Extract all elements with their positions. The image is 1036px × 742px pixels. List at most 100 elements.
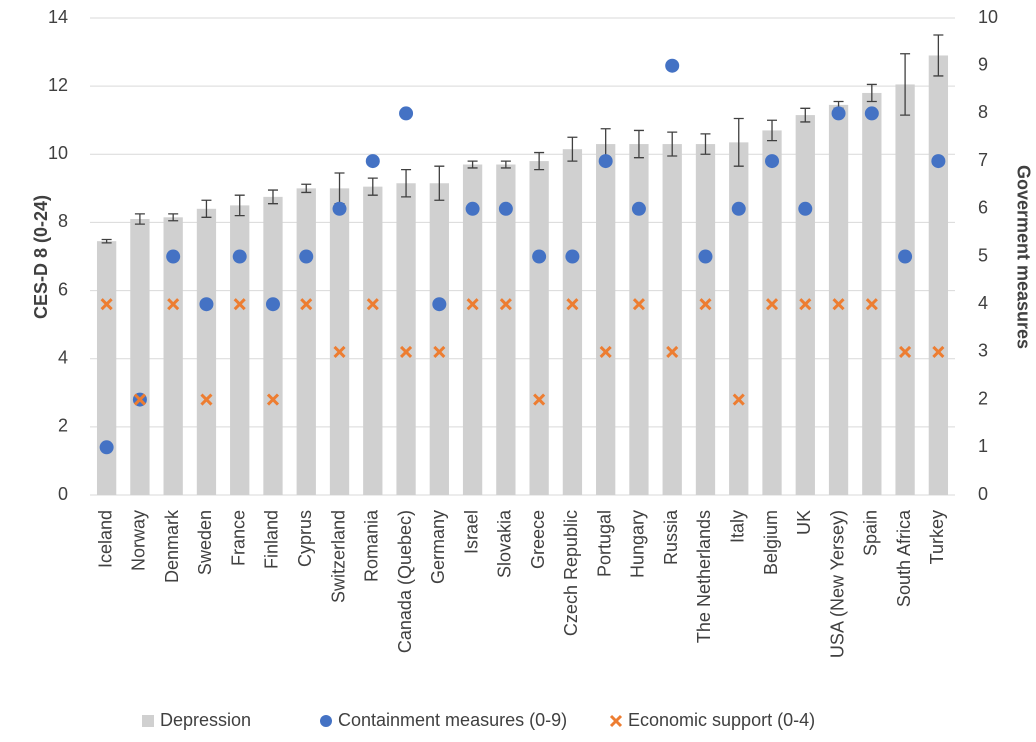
point [432,297,447,312]
bar [662,144,682,496]
point [865,298,878,311]
point [199,297,214,312]
point [166,249,181,264]
point [732,393,745,406]
error-bar [633,129,644,159]
y2-tick-label: 4 [978,293,988,313]
point [799,298,812,311]
point [365,154,380,169]
bar [928,55,949,495]
x-tick-label: Romania [362,509,382,582]
point [233,298,246,311]
x-tick-label: Denmark [162,509,182,583]
error-bar [301,183,312,194]
bar [296,188,316,495]
point [232,249,247,264]
point [433,345,446,358]
legend-swatch [320,715,332,727]
bar [529,161,549,495]
point [265,297,280,312]
bar [762,130,782,495]
x-tick-label: Portugal [594,510,614,577]
point [167,298,180,311]
point [899,345,912,358]
point [765,154,780,169]
legend-label: Economic support (0-4) [628,710,815,730]
error-bar [534,151,545,171]
point [133,393,146,406]
point [498,201,513,216]
point [698,249,713,264]
x-tick-label: Greece [528,510,548,569]
x-tick-label: France [228,510,248,566]
error-bar [201,199,212,218]
error-bar [933,34,944,77]
bar [729,142,749,495]
x-tick-label: Israel [461,510,481,554]
x-tick-label: South Africa [894,509,914,607]
point [631,201,646,216]
error-bar [767,119,778,142]
bar [163,217,183,495]
bar [96,241,117,495]
y2-axis-title: Goverment measures [1013,165,1033,349]
error-bar [401,168,412,198]
error-bar [134,213,145,225]
x-tick-label: The Netherlands [694,510,714,643]
bar [695,144,716,496]
error-bar [800,107,811,123]
point [765,298,779,311]
legend-swatch [609,714,623,728]
bar [596,144,616,496]
point [599,345,612,358]
error-bar [567,136,578,162]
y2-tick-label: 1 [978,436,988,456]
error-bar [168,213,179,222]
x-tick-label: Switzerland [328,510,348,603]
y-tick-label: 12 [48,75,68,95]
point [798,201,813,216]
point [731,201,746,216]
point [499,298,512,311]
bar [895,84,915,496]
point [665,58,680,73]
x-tick-label: Spain [861,510,881,556]
point [566,298,579,311]
x-tick-label: Slovakia [495,509,515,578]
point [864,106,879,121]
point [666,345,679,358]
x-tick-label: USA (New Yersey) [827,510,847,658]
bar [263,196,283,495]
y-tick-label: 14 [48,7,68,27]
point [299,249,314,264]
y-tick-label: 4 [58,347,68,367]
error-bar [900,53,911,116]
point [831,106,846,121]
point [266,393,280,406]
point [399,106,414,121]
x-tick-label: Hungary [628,510,648,578]
y2-tick-label: 5 [978,245,988,265]
bar [828,104,849,495]
point [931,154,946,169]
error-bar [700,133,711,155]
y2-tick-label: 3 [978,341,988,361]
x-tick-label: Czech Republic [561,510,581,636]
bar [429,183,449,495]
error-bar [434,165,445,201]
x-tick-label: Italy [728,510,748,543]
error-bar [667,131,678,157]
point [465,201,480,216]
y2-tick-label: 8 [978,102,988,122]
bar [629,144,649,496]
bar [462,164,483,495]
error-bar [866,83,877,103]
point [932,345,945,358]
x-tick-label: Russia [661,509,681,565]
point [300,298,313,311]
point [399,345,413,358]
point [366,298,379,311]
point [532,249,547,264]
x-tick-label: Canada (Quebec) [395,510,415,653]
point [100,298,113,311]
